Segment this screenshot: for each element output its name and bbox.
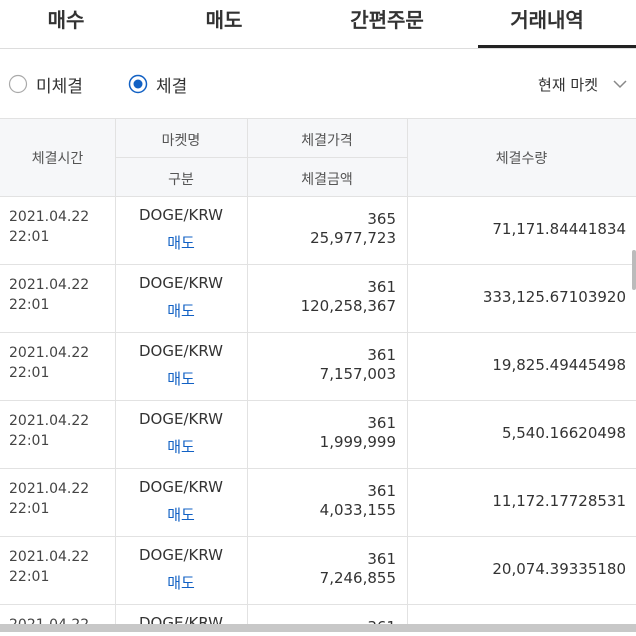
trade-price: 361 xyxy=(367,414,396,432)
radio-button[interactable] xyxy=(8,74,28,94)
scrollbar xyxy=(0,624,636,632)
market-name: DOGE/KRW xyxy=(139,274,223,292)
trade-date: 2021.04.22 xyxy=(9,345,90,361)
trade-time: 22:01 xyxy=(9,229,50,245)
trade-amount: 1,999,999 xyxy=(319,433,396,451)
market-name: DOGE/KRW xyxy=(139,478,223,496)
trade-amount: 4,033,155 xyxy=(319,501,396,519)
divider xyxy=(0,118,636,119)
trade-price: 361 xyxy=(367,346,396,364)
trade-quantity: 333,125.67103920 xyxy=(482,288,626,306)
trade-date: 2021.04.22 xyxy=(9,549,90,565)
trade-side: 매도 xyxy=(167,302,195,320)
divider xyxy=(0,468,636,469)
market-name: DOGE/KRW xyxy=(139,206,223,224)
trade-price: 361 xyxy=(367,550,396,568)
trade-side: 매도 xyxy=(167,506,195,524)
divider xyxy=(0,48,636,49)
trade-time: 22:01 xyxy=(9,365,50,381)
trade-amount: 7,246,855 xyxy=(319,569,396,587)
trade-amount: 120,258,367 xyxy=(300,297,396,315)
radio-button[interactable] xyxy=(128,74,148,94)
header-cell: 체결금액 xyxy=(301,172,353,188)
header-cell: 구분 xyxy=(168,172,194,188)
trade-quantity: 11,172.17728531 xyxy=(492,492,626,510)
header-cell: 체결수량 xyxy=(495,151,548,167)
divider xyxy=(247,118,248,632)
divider xyxy=(0,604,636,605)
trade-time: 22:01 xyxy=(9,433,50,449)
trade-amount: 7,157,003 xyxy=(319,365,396,383)
trade-time: 22:01 xyxy=(9,297,50,313)
divider xyxy=(0,264,636,265)
trade-amount: 25,977,723 xyxy=(310,229,396,247)
trade-quantity: 19,825.49445498 xyxy=(492,356,626,374)
divider xyxy=(0,196,636,197)
header-cell: 마켓명 xyxy=(161,133,201,149)
trade-date: 2021.04.22 xyxy=(9,481,90,497)
divider xyxy=(115,157,407,158)
trade-time: 22:01 xyxy=(9,501,50,517)
divider xyxy=(0,536,636,537)
tab[interactable]: 거래내역 xyxy=(510,8,584,32)
trade-price: 361 xyxy=(367,482,396,500)
trade-date: 2021.04.22 xyxy=(9,413,90,429)
divider xyxy=(0,400,636,401)
trade-date: 2021.04.22 xyxy=(9,277,90,293)
radio-label[interactable]: 미체결 xyxy=(36,77,83,97)
trade-time: 22:01 xyxy=(9,569,50,585)
trade-quantity: 5,540.16620498 xyxy=(501,424,626,442)
trade-side: 매도 xyxy=(167,574,195,592)
trade-date: 2021.04.22 xyxy=(9,209,90,225)
tab[interactable]: 간편주문 xyxy=(350,8,424,32)
scrollbar-thumb xyxy=(632,250,636,290)
market-name: DOGE/KRW xyxy=(139,342,223,360)
trade-price: 365 xyxy=(367,210,396,228)
divider xyxy=(115,118,116,632)
trade-price: 361 xyxy=(367,278,396,296)
tab[interactable]: 매수 xyxy=(47,8,85,32)
trade-side: 매도 xyxy=(167,370,195,388)
trade-side: 매도 xyxy=(167,234,195,252)
active-tab-indicator xyxy=(478,45,636,49)
market-name: DOGE/KRW xyxy=(139,546,223,564)
divider xyxy=(0,332,636,333)
trade-quantity: 20,074.39335180 xyxy=(492,560,626,578)
radio-label[interactable]: 체결 xyxy=(156,77,188,97)
trade-quantity: 71,171.84441834 xyxy=(492,220,626,238)
market-name: DOGE/KRW xyxy=(139,410,223,428)
market-selector[interactable]: 현재 마켓 xyxy=(538,76,598,94)
header-cell: 체결시간 xyxy=(31,151,84,167)
chevron-icon xyxy=(613,80,627,89)
tab[interactable]: 매도 xyxy=(205,8,243,32)
divider xyxy=(407,118,408,632)
header-cell: 체결가격 xyxy=(301,133,353,149)
trade-side: 매도 xyxy=(167,438,195,456)
